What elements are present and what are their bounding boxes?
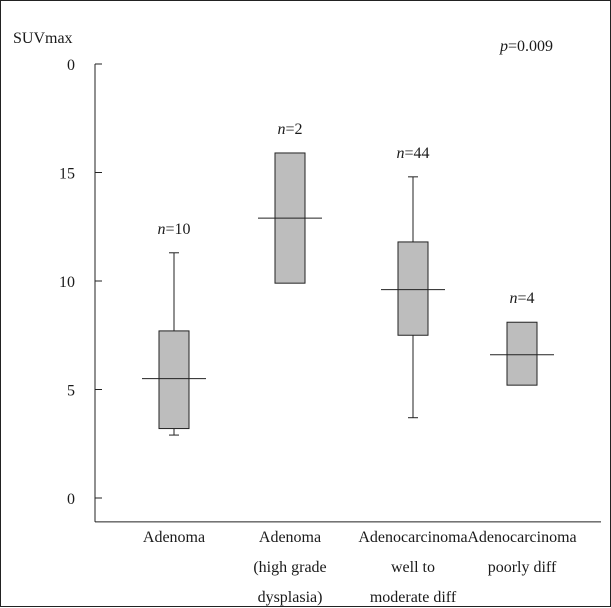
category-label: dysplasia) [258,589,323,606]
p-value-text: =0.009 [508,38,553,55]
n-label: n=44 [396,145,429,162]
p-value-label: p=0.009 [499,38,553,55]
labels: SUVmax p=0.009 n=10 Adenoma n=2 Adenoma (high … [13,30,577,606]
n-label: n=4 [509,290,534,307]
category-label: moderate diff [370,589,457,606]
box-iqr [158,330,190,430]
boxes [142,152,554,436]
box-group [381,176,445,419]
n-label: n=10 [157,221,190,238]
y-tick-label: 5 [67,383,75,400]
box-group [142,252,206,436]
category-label: Adenoma [259,529,321,546]
y-tick-label: 0 [67,491,75,508]
box-group [490,321,554,386]
y-tick-label: 0 [67,57,75,74]
category-label: poorly diff [488,559,557,576]
category-label: Adenoma [143,529,205,546]
category-label: Adenocarcinoma [358,529,467,546]
category-label: well to [391,559,435,576]
axes: 0 5 10 15 0 [59,57,601,523]
box-iqr [506,321,538,386]
y-tick-label: 10 [59,274,75,291]
p-value-symbol: p [499,38,508,55]
n-label: n=2 [277,121,302,138]
category-label: (high grade [253,559,326,576]
y-axis-label: SUVmax [13,30,73,47]
category-label: Adenocarcinoma [467,529,576,546]
box-iqr [397,241,429,336]
y-tick-label: 15 [59,166,75,183]
box-group [258,152,322,284]
